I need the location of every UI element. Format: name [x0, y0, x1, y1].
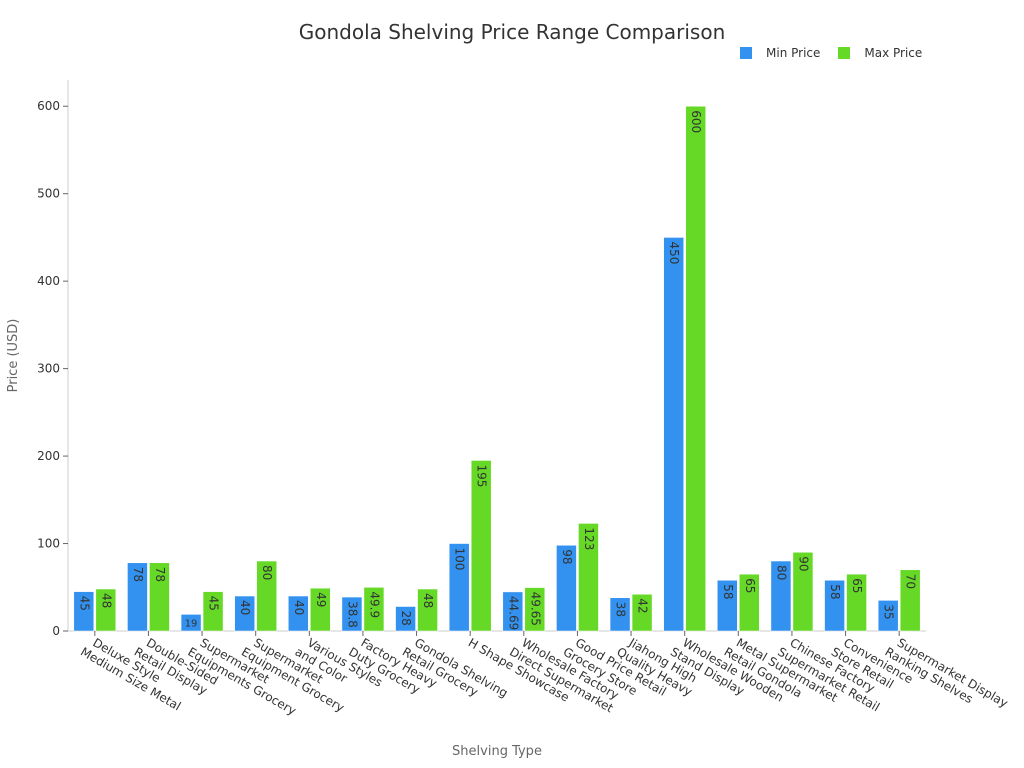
- data-label-min: 450: [667, 241, 681, 264]
- data-label-max: 123: [582, 527, 596, 550]
- bar-max-price: [739, 573, 760, 632]
- data-label-max: 90: [796, 556, 810, 571]
- data-label-max: 600: [689, 110, 703, 133]
- bar-min-price: [127, 562, 148, 632]
- data-label-min: 45: [77, 596, 91, 611]
- bar-min-price: [73, 591, 95, 632]
- bar-max-price: [899, 569, 921, 632]
- data-label-max: 195: [475, 464, 489, 487]
- bar-min-price: [395, 606, 416, 632]
- data-label-min: 38: [614, 602, 628, 617]
- y-tick-label: 100: [37, 537, 60, 551]
- bar-max-price: [578, 523, 599, 632]
- bar-min-price: [770, 560, 792, 632]
- data-label-min: 44.69: [506, 596, 520, 630]
- bar-max-price: [363, 587, 385, 632]
- bar-max-price: [792, 552, 814, 632]
- chart-title: Gondola Shelving Price Range Comparison: [298, 20, 726, 44]
- data-label-max: 42: [636, 598, 650, 613]
- bar-max-price: [310, 587, 331, 632]
- data-label-max: 65: [743, 578, 757, 593]
- data-label-max: 80: [260, 565, 274, 580]
- y-tick-label: 400: [37, 274, 60, 288]
- bar-min-price: [288, 595, 309, 632]
- bar-max-price: [149, 562, 170, 632]
- data-label-min: 28: [399, 611, 413, 626]
- data-label-max: 48: [421, 593, 435, 608]
- bar-min-price: [877, 600, 899, 632]
- bar-min-price: [663, 237, 684, 632]
- data-label-max: 70: [904, 574, 918, 589]
- bar-min-price: [234, 595, 255, 632]
- legend-label-min: Min Price: [766, 46, 821, 60]
- data-label-min: 58: [721, 584, 735, 599]
- bar-min-price: [824, 580, 845, 632]
- legend-swatch-min: [740, 47, 752, 59]
- legend: Min Price Max Price: [740, 46, 940, 60]
- data-label-min: 40: [238, 600, 252, 615]
- bar-max-price: [524, 587, 546, 632]
- bar-max-price: [470, 460, 492, 632]
- data-label-min: 98: [560, 549, 574, 564]
- bar-max-price: [685, 105, 706, 632]
- bar-max-price: [256, 560, 277, 632]
- bar-max-price: [95, 588, 117, 632]
- data-label-min: 35: [882, 604, 896, 619]
- data-label-max: 49.9: [367, 591, 381, 618]
- data-label-min: 19: [185, 619, 198, 630]
- data-label-min: 38.8: [345, 601, 359, 628]
- data-label-min: 80: [774, 565, 788, 580]
- data-label-min: 78: [131, 567, 145, 582]
- bar-min-price: [341, 596, 363, 632]
- bar-max-price: [202, 591, 224, 632]
- y-tick-label: 600: [37, 99, 60, 113]
- y-tick-label: 200: [37, 449, 60, 463]
- bar-min-price: [556, 545, 577, 632]
- bar-min-price: [502, 591, 524, 632]
- y-tick-label: 500: [37, 187, 60, 201]
- data-label-min: 40: [292, 600, 306, 615]
- data-label-max: 48: [99, 593, 113, 608]
- legend-label-max: Max Price: [864, 46, 923, 60]
- bar-min-price: [717, 580, 738, 632]
- legend-swatch-max: [838, 47, 851, 59]
- bar-min-price: [180, 614, 202, 632]
- legend-item-min[interactable]: Min Price: [740, 46, 820, 60]
- bar-min-price: [448, 543, 470, 632]
- bar-max-price: [846, 573, 867, 632]
- y-axis-label: Price (USD): [6, 319, 21, 393]
- data-label-max: 49.65: [528, 592, 542, 626]
- data-label-min: 100: [453, 548, 467, 571]
- x-axis-label: Shelving Type: [452, 744, 542, 759]
- data-label-min: 58: [828, 584, 842, 599]
- data-label-max: 65: [850, 578, 864, 593]
- y-tick-label: 0: [52, 624, 60, 638]
- bar-max-price: [417, 588, 438, 632]
- bar-min-price: [609, 597, 631, 632]
- data-label-max: 45: [207, 596, 221, 611]
- y-tick-label: 300: [37, 362, 60, 376]
- legend-item-max[interactable]: Max Price: [838, 46, 922, 60]
- bar-max-price: [631, 594, 653, 632]
- data-label-max: 49: [314, 592, 328, 607]
- data-label-max: 78: [153, 567, 167, 582]
